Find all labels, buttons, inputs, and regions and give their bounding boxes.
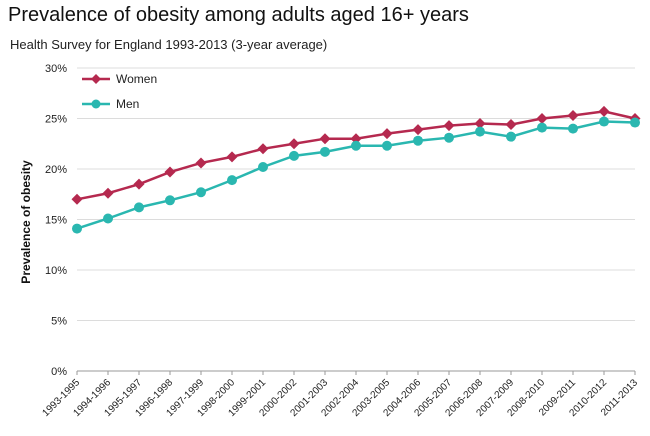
data-point (71, 193, 83, 205)
data-point (196, 187, 206, 198)
data-point (567, 109, 579, 121)
data-point (134, 202, 144, 213)
data-point (505, 119, 517, 131)
data-point (599, 116, 609, 127)
legend-marker (91, 99, 101, 109)
data-point (382, 140, 392, 151)
data-point (351, 140, 361, 151)
y-tick-label: 20% (45, 164, 67, 176)
data-point (537, 122, 547, 133)
data-point (568, 123, 578, 134)
y-tick-label: 25% (45, 114, 67, 126)
data-point (195, 157, 207, 169)
data-point (506, 131, 516, 142)
data-point (133, 178, 145, 190)
y-tick-label: 10% (45, 265, 67, 277)
data-point (165, 195, 175, 206)
data-point (288, 138, 300, 150)
gridlines (77, 67, 635, 372)
y-tick-label: 0% (51, 366, 67, 378)
data-point (319, 133, 331, 145)
legend-label: Women (116, 72, 157, 86)
data-point (413, 135, 423, 146)
data-point (474, 118, 486, 130)
data-point (412, 124, 424, 136)
y-axis-ticks: 0% 5% 10% 15% 20% 25% 30% (45, 63, 67, 378)
y-tick-label: 15% (45, 215, 67, 227)
data-point (257, 143, 269, 155)
data-point (444, 132, 454, 143)
legend-marker (91, 74, 101, 84)
chart-subtitle: Health Survey for England 1993-2013 (3-y… (10, 37, 328, 52)
series-men (72, 116, 640, 234)
series-women (71, 105, 641, 205)
data-point (258, 161, 268, 172)
data-point (289, 150, 299, 161)
data-point (598, 105, 610, 117)
x-axis-ticks: 1993-19951994-19961995-19971996-19981997… (41, 371, 640, 419)
data-point (350, 133, 362, 145)
data-point (320, 146, 330, 157)
data-point (226, 151, 238, 163)
y-tick-label: 30% (45, 63, 67, 75)
y-axis-label: Prevalence of obesity (19, 160, 33, 284)
data-point (164, 166, 176, 178)
series-lines (71, 105, 641, 234)
data-point (102, 187, 114, 199)
data-point (475, 126, 485, 137)
data-point (227, 175, 237, 186)
data-point (443, 120, 455, 132)
data-point (72, 223, 82, 234)
legend-label: Men (116, 97, 139, 111)
y-tick-label: 5% (51, 316, 67, 328)
data-point (630, 117, 640, 128)
data-point (381, 128, 393, 140)
legend: Women Men (82, 72, 157, 111)
data-point (103, 213, 113, 224)
data-point (536, 113, 548, 124)
chart-title: Prevalence of obesity among adults aged … (8, 4, 469, 26)
series-line (76, 110, 636, 201)
